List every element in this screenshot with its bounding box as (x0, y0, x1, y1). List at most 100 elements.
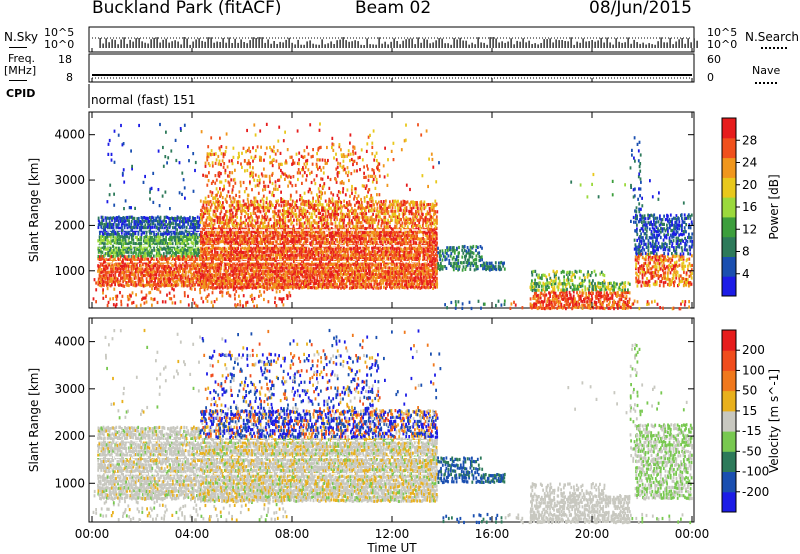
data-cell (108, 245, 111, 249)
data-cell (155, 252, 158, 256)
data-cell (254, 243, 257, 247)
data-cell (229, 254, 231, 258)
data-cell (289, 294, 292, 298)
data-cell (292, 230, 295, 234)
data-cell (285, 250, 288, 254)
data-cell (413, 234, 416, 238)
data-cell (245, 253, 248, 257)
data-cell (101, 282, 104, 287)
data-cell (168, 270, 170, 274)
data-cell (201, 247, 204, 251)
data-cell (326, 249, 328, 253)
data-cell (248, 244, 251, 248)
data-cell (171, 216, 173, 220)
data-cell (222, 239, 224, 244)
data-cell (281, 297, 283, 301)
nsky-bar (483, 42, 485, 48)
data-cell (148, 229, 151, 233)
data-cell (98, 237, 101, 241)
data-cell (402, 276, 405, 280)
data-cell (223, 278, 226, 283)
data-cell (163, 215, 166, 219)
data-cell (184, 273, 187, 277)
data-cell (130, 235, 133, 239)
data-cell (183, 274, 185, 278)
data-cell (182, 222, 184, 226)
data-cell (369, 262, 371, 266)
data-cell (244, 227, 247, 231)
nsky-line-key (9, 47, 27, 48)
data-cell (219, 279, 222, 283)
data-cell (197, 277, 199, 282)
data-cell (158, 228, 160, 232)
data-cell (301, 275, 304, 279)
data-cell (286, 296, 289, 300)
data-cell (215, 272, 217, 276)
data-cell (211, 237, 214, 242)
data-cell (215, 286, 218, 290)
data-cell (319, 273, 321, 277)
data-cell (283, 246, 286, 250)
data-cell (366, 256, 369, 261)
data-cell (217, 241, 220, 245)
data-cell (402, 269, 405, 273)
data-cell (246, 240, 248, 244)
data-cell (308, 269, 310, 274)
data-cell (436, 269, 438, 273)
data-cell (377, 286, 380, 290)
data-cell (220, 290, 222, 294)
data-cell (326, 266, 329, 270)
data-cell (165, 231, 167, 235)
data-cell (220, 276, 223, 280)
data-cell (191, 263, 194, 267)
data-cell (237, 256, 240, 261)
data-cell (275, 246, 277, 250)
data-cell (191, 257, 194, 261)
data-cell (268, 256, 270, 260)
data-cell (286, 262, 288, 266)
data-cell (112, 254, 115, 258)
data-cell (274, 250, 277, 254)
data-cell (174, 222, 177, 226)
data-cell (136, 217, 139, 221)
data-cell (131, 301, 133, 305)
data-cell (276, 262, 279, 266)
data-cell (224, 263, 227, 267)
data-cell (394, 270, 397, 274)
nsky-bar (591, 40, 593, 48)
data-cell (194, 260, 196, 264)
data-cell (327, 241, 330, 245)
data-cell (344, 240, 346, 244)
data-cell (215, 259, 218, 263)
data-cell (314, 227, 317, 231)
data-cell (206, 246, 209, 250)
data-cell (159, 273, 162, 278)
data-cell (236, 278, 239, 282)
data-cell (221, 257, 224, 261)
data-cell (98, 273, 101, 277)
data-cell (329, 285, 331, 289)
data-cell (208, 246, 210, 250)
data-cell (256, 237, 259, 241)
data-cell (235, 285, 238, 289)
data-cell (271, 257, 273, 261)
data-cell (209, 280, 212, 284)
data-cell (151, 239, 153, 243)
data-cell (280, 282, 283, 286)
data-cell (217, 231, 220, 235)
data-cell (338, 272, 341, 277)
data-cell (337, 278, 340, 282)
data-cell (234, 241, 237, 245)
data-cell (331, 259, 334, 263)
data-cell (346, 259, 349, 263)
data-cell (158, 238, 161, 242)
data-cell (319, 265, 321, 269)
data-cell (336, 253, 338, 257)
data-cell (173, 294, 176, 298)
data-cell (283, 263, 286, 267)
data-cell (294, 278, 296, 282)
nsky-bar (639, 43, 641, 48)
data-cell (330, 266, 333, 271)
data-cell (338, 234, 341, 238)
data-cell (269, 285, 272, 289)
